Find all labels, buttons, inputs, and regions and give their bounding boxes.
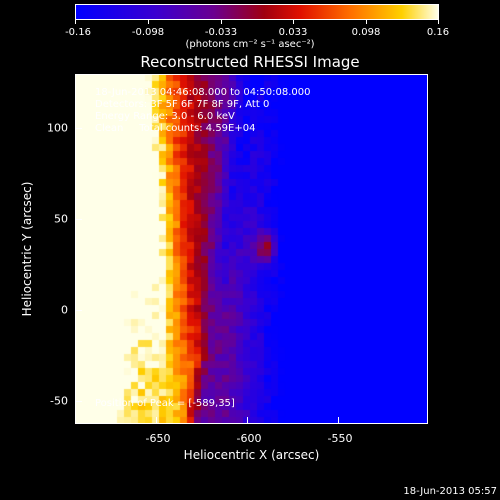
colorbar-tick-label: 0.098	[351, 27, 381, 38]
rhessi-heatmap	[75, 74, 428, 424]
energy-range-label: Energy Range: 3.0 - 6.0 keV	[95, 111, 235, 122]
time-range-label: 18-Jun-2013 04:46:08.000 to 04:50:08.000	[95, 87, 311, 98]
detectors-label: Detectors: 3F 5F 6F 7F 8F 9F, Att 0	[95, 99, 270, 110]
colorbar	[75, 4, 439, 20]
y-tick-label: 0	[61, 303, 68, 317]
colorbar-tick-label: -0.033	[204, 27, 238, 38]
peak-position-label: Position of Peak = [-589,35]	[95, 398, 235, 409]
y-tick-label: -50	[50, 394, 68, 408]
colorbar-tick-label: 0.16	[426, 27, 450, 38]
y-tickmark	[75, 401, 82, 402]
footer-timestamp: 18-Jun-2013 05:57	[403, 486, 497, 497]
colorbar-tickmark	[75, 20, 76, 24]
y-tick-label: 100	[47, 121, 68, 135]
colorbar-units-label: (photons cm⁻² s⁻¹ asec⁻²)	[185, 39, 315, 50]
colorbar-tick-label: -0.16	[65, 27, 91, 38]
colorbar-tick-label: 0.033	[278, 27, 308, 38]
colorbar-tickmark	[148, 20, 149, 24]
colorbar-tickmark	[438, 20, 439, 24]
x-tickmark	[156, 417, 157, 424]
y-tickmark	[75, 310, 82, 311]
image-plot	[75, 74, 428, 424]
plot-title: Reconstructed RHESSI Image	[140, 53, 360, 71]
x-tick-label: -550	[327, 432, 353, 445]
y-axis-label: Heliocentric Y (arcsec)	[20, 181, 34, 317]
x-tickmark	[247, 417, 248, 424]
colorbar-tick-label: -0.098	[131, 27, 165, 38]
y-tick-label: 50	[54, 212, 68, 226]
colorbar-tickmark	[221, 20, 222, 24]
x-axis-label: Heliocentric X (arcsec)	[183, 448, 320, 462]
colorbar-tickmark	[366, 20, 367, 24]
total-counts-label: Clean Total counts: 4.59E+04	[95, 123, 256, 134]
x-tickmark	[338, 417, 339, 424]
x-tick-label: -600	[236, 432, 262, 445]
y-tickmark	[75, 128, 82, 129]
y-tickmark	[75, 219, 82, 220]
colorbar-tickmark	[293, 20, 294, 24]
x-tick-label: -650	[145, 432, 171, 445]
